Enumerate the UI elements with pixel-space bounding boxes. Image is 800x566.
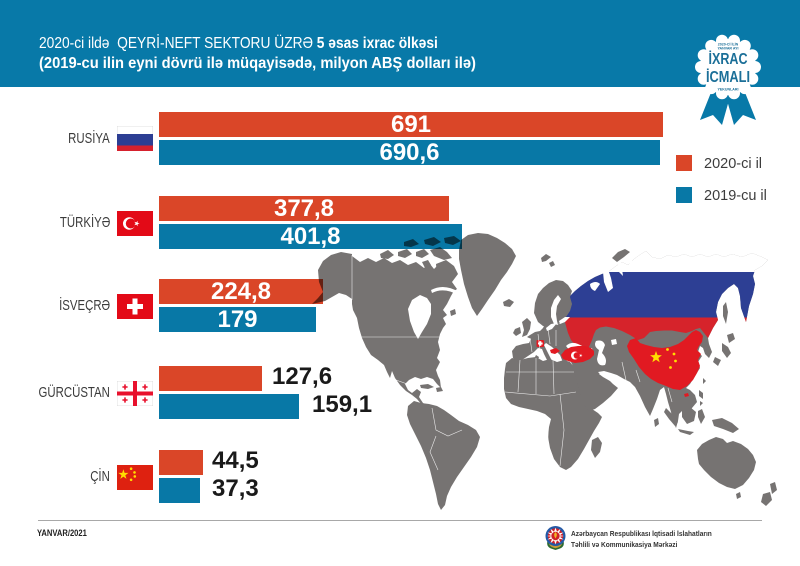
svg-text:YEKUNLARI: YEKUNLARI	[718, 88, 739, 92]
svg-text:İXRAC: İXRAC	[709, 50, 748, 68]
svg-text:2020-Cİ İLİN: 2020-Cİ İLİN	[718, 43, 739, 47]
svg-text:İCMALI: İCMALI	[706, 68, 750, 86]
svg-text:YANVAR AYI: YANVAR AYI	[717, 47, 738, 51]
